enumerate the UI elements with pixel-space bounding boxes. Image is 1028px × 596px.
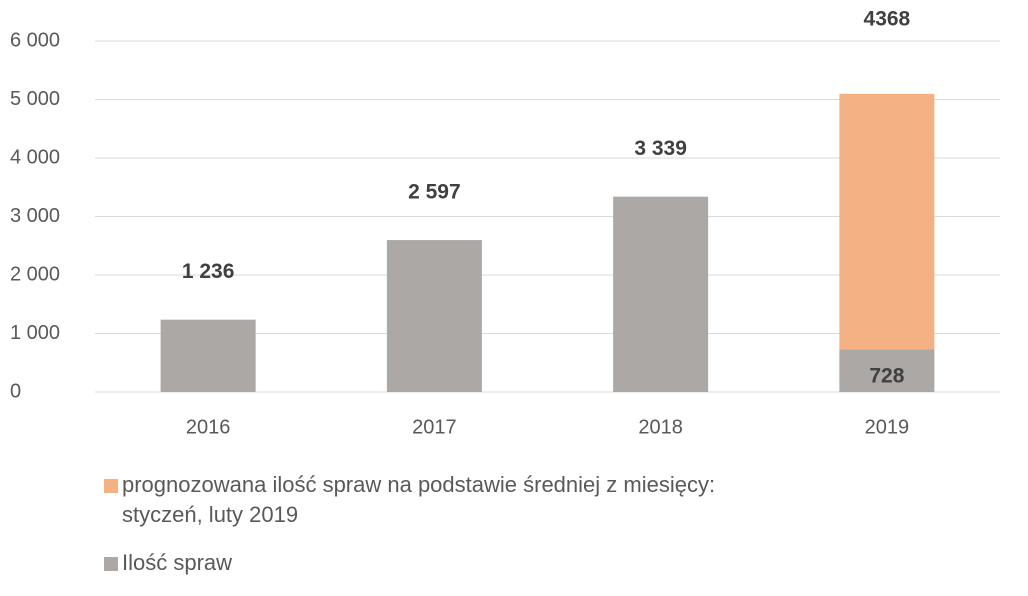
x-tick-label: 2017 (412, 416, 457, 438)
x-tick-label: 2016 (186, 416, 231, 438)
legend-item: Ilość spraw (104, 548, 744, 578)
data-label: 3 339 (634, 137, 687, 160)
bar (839, 349, 935, 392)
data-label: 1 236 (182, 260, 235, 283)
data-label: 4368 (864, 8, 911, 31)
legend-swatch (104, 557, 118, 571)
data-label: 728 (869, 364, 904, 387)
y-tick-label: 4 000 (10, 146, 60, 168)
y-tick-label: 1 000 (10, 322, 60, 344)
x-tick-label: 2018 (638, 416, 683, 438)
legend: prognozowana ilość spraw na podstawie śr… (104, 470, 744, 596)
y-tick-label: 2 000 (10, 263, 60, 285)
legend-label: Ilość spraw (122, 550, 233, 575)
legend-label: prognozowana ilość spraw na podstawie śr… (122, 472, 716, 527)
y-tick-label: 5 000 (10, 88, 60, 110)
page: 0 1 000 2 000 3 000 4 000 5 000 6 000 2016 1 236… (10, 7, 1000, 575)
bar (613, 196, 709, 392)
x-tick-label: 2019 (865, 416, 910, 438)
y-tick-label: 0 (10, 380, 21, 402)
legend-swatch (104, 479, 118, 493)
data-label: 2 597 (408, 181, 461, 204)
legend-item: prognozowana ilość spraw na podstawie śr… (104, 470, 744, 530)
bar (160, 319, 256, 392)
y-tick-label: 6 000 (10, 29, 60, 51)
bar (386, 240, 482, 392)
y-tick-label: 3 000 (10, 205, 60, 227)
chart: 0 1 000 2 000 3 000 4 000 5 000 6 000 2016 1 236… (10, 8, 1000, 438)
bar (839, 93, 935, 350)
